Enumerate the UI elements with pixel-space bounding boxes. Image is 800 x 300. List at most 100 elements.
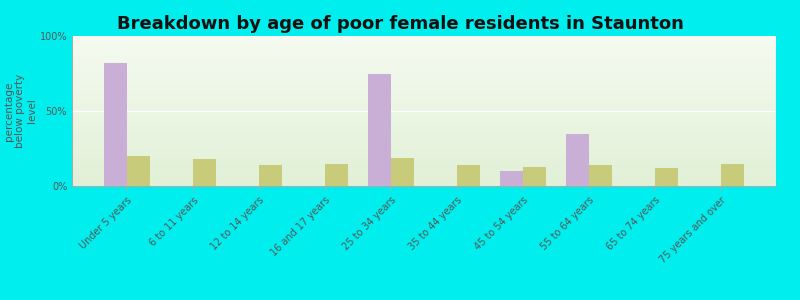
- Bar: [566, 134, 589, 186]
- Bar: [72, 136, 776, 138]
- Bar: [391, 158, 414, 186]
- Bar: [259, 165, 282, 186]
- Bar: [72, 64, 776, 66]
- Bar: [72, 52, 776, 54]
- Bar: [72, 69, 776, 70]
- Bar: [655, 168, 678, 186]
- Bar: [72, 63, 776, 64]
- Bar: [72, 38, 776, 39]
- Bar: [72, 141, 776, 142]
- Bar: [72, 110, 776, 111]
- Bar: [72, 108, 776, 110]
- Bar: [72, 81, 776, 82]
- Bar: [72, 147, 776, 148]
- Bar: [72, 165, 776, 166]
- Bar: [72, 118, 776, 120]
- Bar: [72, 88, 776, 90]
- Bar: [72, 54, 776, 56]
- Bar: [72, 75, 776, 76]
- Bar: [72, 182, 776, 183]
- Bar: [72, 40, 776, 42]
- Bar: [72, 74, 776, 75]
- Bar: [72, 172, 776, 174]
- Bar: [72, 98, 776, 99]
- Bar: [72, 45, 776, 46]
- Bar: [72, 61, 776, 63]
- Bar: [72, 148, 776, 150]
- Bar: [72, 154, 776, 156]
- Bar: [72, 144, 776, 146]
- Bar: [72, 176, 776, 177]
- Bar: [72, 128, 776, 129]
- Bar: [72, 57, 776, 58]
- Bar: [325, 164, 348, 186]
- Bar: [721, 164, 744, 186]
- Bar: [72, 130, 776, 132]
- Bar: [72, 142, 776, 144]
- Bar: [72, 177, 776, 178]
- Bar: [72, 85, 776, 87]
- Bar: [72, 158, 776, 159]
- Bar: [72, 120, 776, 122]
- Bar: [72, 116, 776, 117]
- Bar: [72, 72, 776, 74]
- Bar: [72, 87, 776, 88]
- Bar: [72, 84, 776, 86]
- Text: Breakdown by age of poor female residents in Staunton: Breakdown by age of poor female resident…: [117, 15, 683, 33]
- Bar: [72, 99, 776, 100]
- Bar: [72, 156, 776, 158]
- Bar: [72, 46, 776, 48]
- Bar: [72, 140, 776, 141]
- Bar: [72, 135, 776, 136]
- Bar: [72, 96, 776, 98]
- Bar: [72, 51, 776, 52]
- Bar: [72, 48, 776, 50]
- Bar: [72, 174, 776, 176]
- Bar: [72, 178, 776, 180]
- Bar: [72, 112, 776, 114]
- Bar: [72, 80, 776, 81]
- Bar: [72, 123, 776, 124]
- Bar: [589, 165, 612, 186]
- Bar: [72, 68, 776, 69]
- Bar: [72, 56, 776, 57]
- Bar: [368, 74, 391, 186]
- Bar: [72, 152, 776, 153]
- Bar: [72, 93, 776, 94]
- Y-axis label: percentage
below poverty
level: percentage below poverty level: [4, 74, 37, 148]
- Bar: [72, 90, 776, 92]
- Bar: [72, 117, 776, 118]
- Bar: [72, 168, 776, 170]
- Bar: [72, 171, 776, 172]
- Bar: [72, 36, 776, 38]
- Bar: [104, 63, 127, 186]
- Bar: [193, 159, 216, 186]
- Bar: [72, 124, 776, 126]
- Bar: [72, 82, 776, 84]
- Bar: [72, 76, 776, 78]
- Bar: [72, 92, 776, 93]
- Bar: [72, 162, 776, 164]
- Bar: [72, 105, 776, 106]
- Bar: [72, 132, 776, 134]
- Bar: [457, 165, 480, 186]
- Bar: [72, 66, 776, 68]
- Bar: [72, 100, 776, 102]
- Bar: [72, 167, 776, 168]
- Bar: [72, 160, 776, 162]
- Bar: [72, 180, 776, 182]
- Bar: [72, 183, 776, 184]
- Bar: [72, 153, 776, 154]
- Bar: [72, 129, 776, 130]
- Bar: [72, 111, 776, 112]
- Bar: [72, 126, 776, 128]
- Bar: [72, 159, 776, 160]
- Bar: [72, 60, 776, 61]
- Bar: [72, 164, 776, 165]
- Bar: [72, 114, 776, 116]
- Bar: [500, 171, 523, 186]
- Bar: [72, 102, 776, 104]
- Bar: [72, 106, 776, 108]
- Bar: [72, 122, 776, 123]
- Bar: [72, 44, 776, 45]
